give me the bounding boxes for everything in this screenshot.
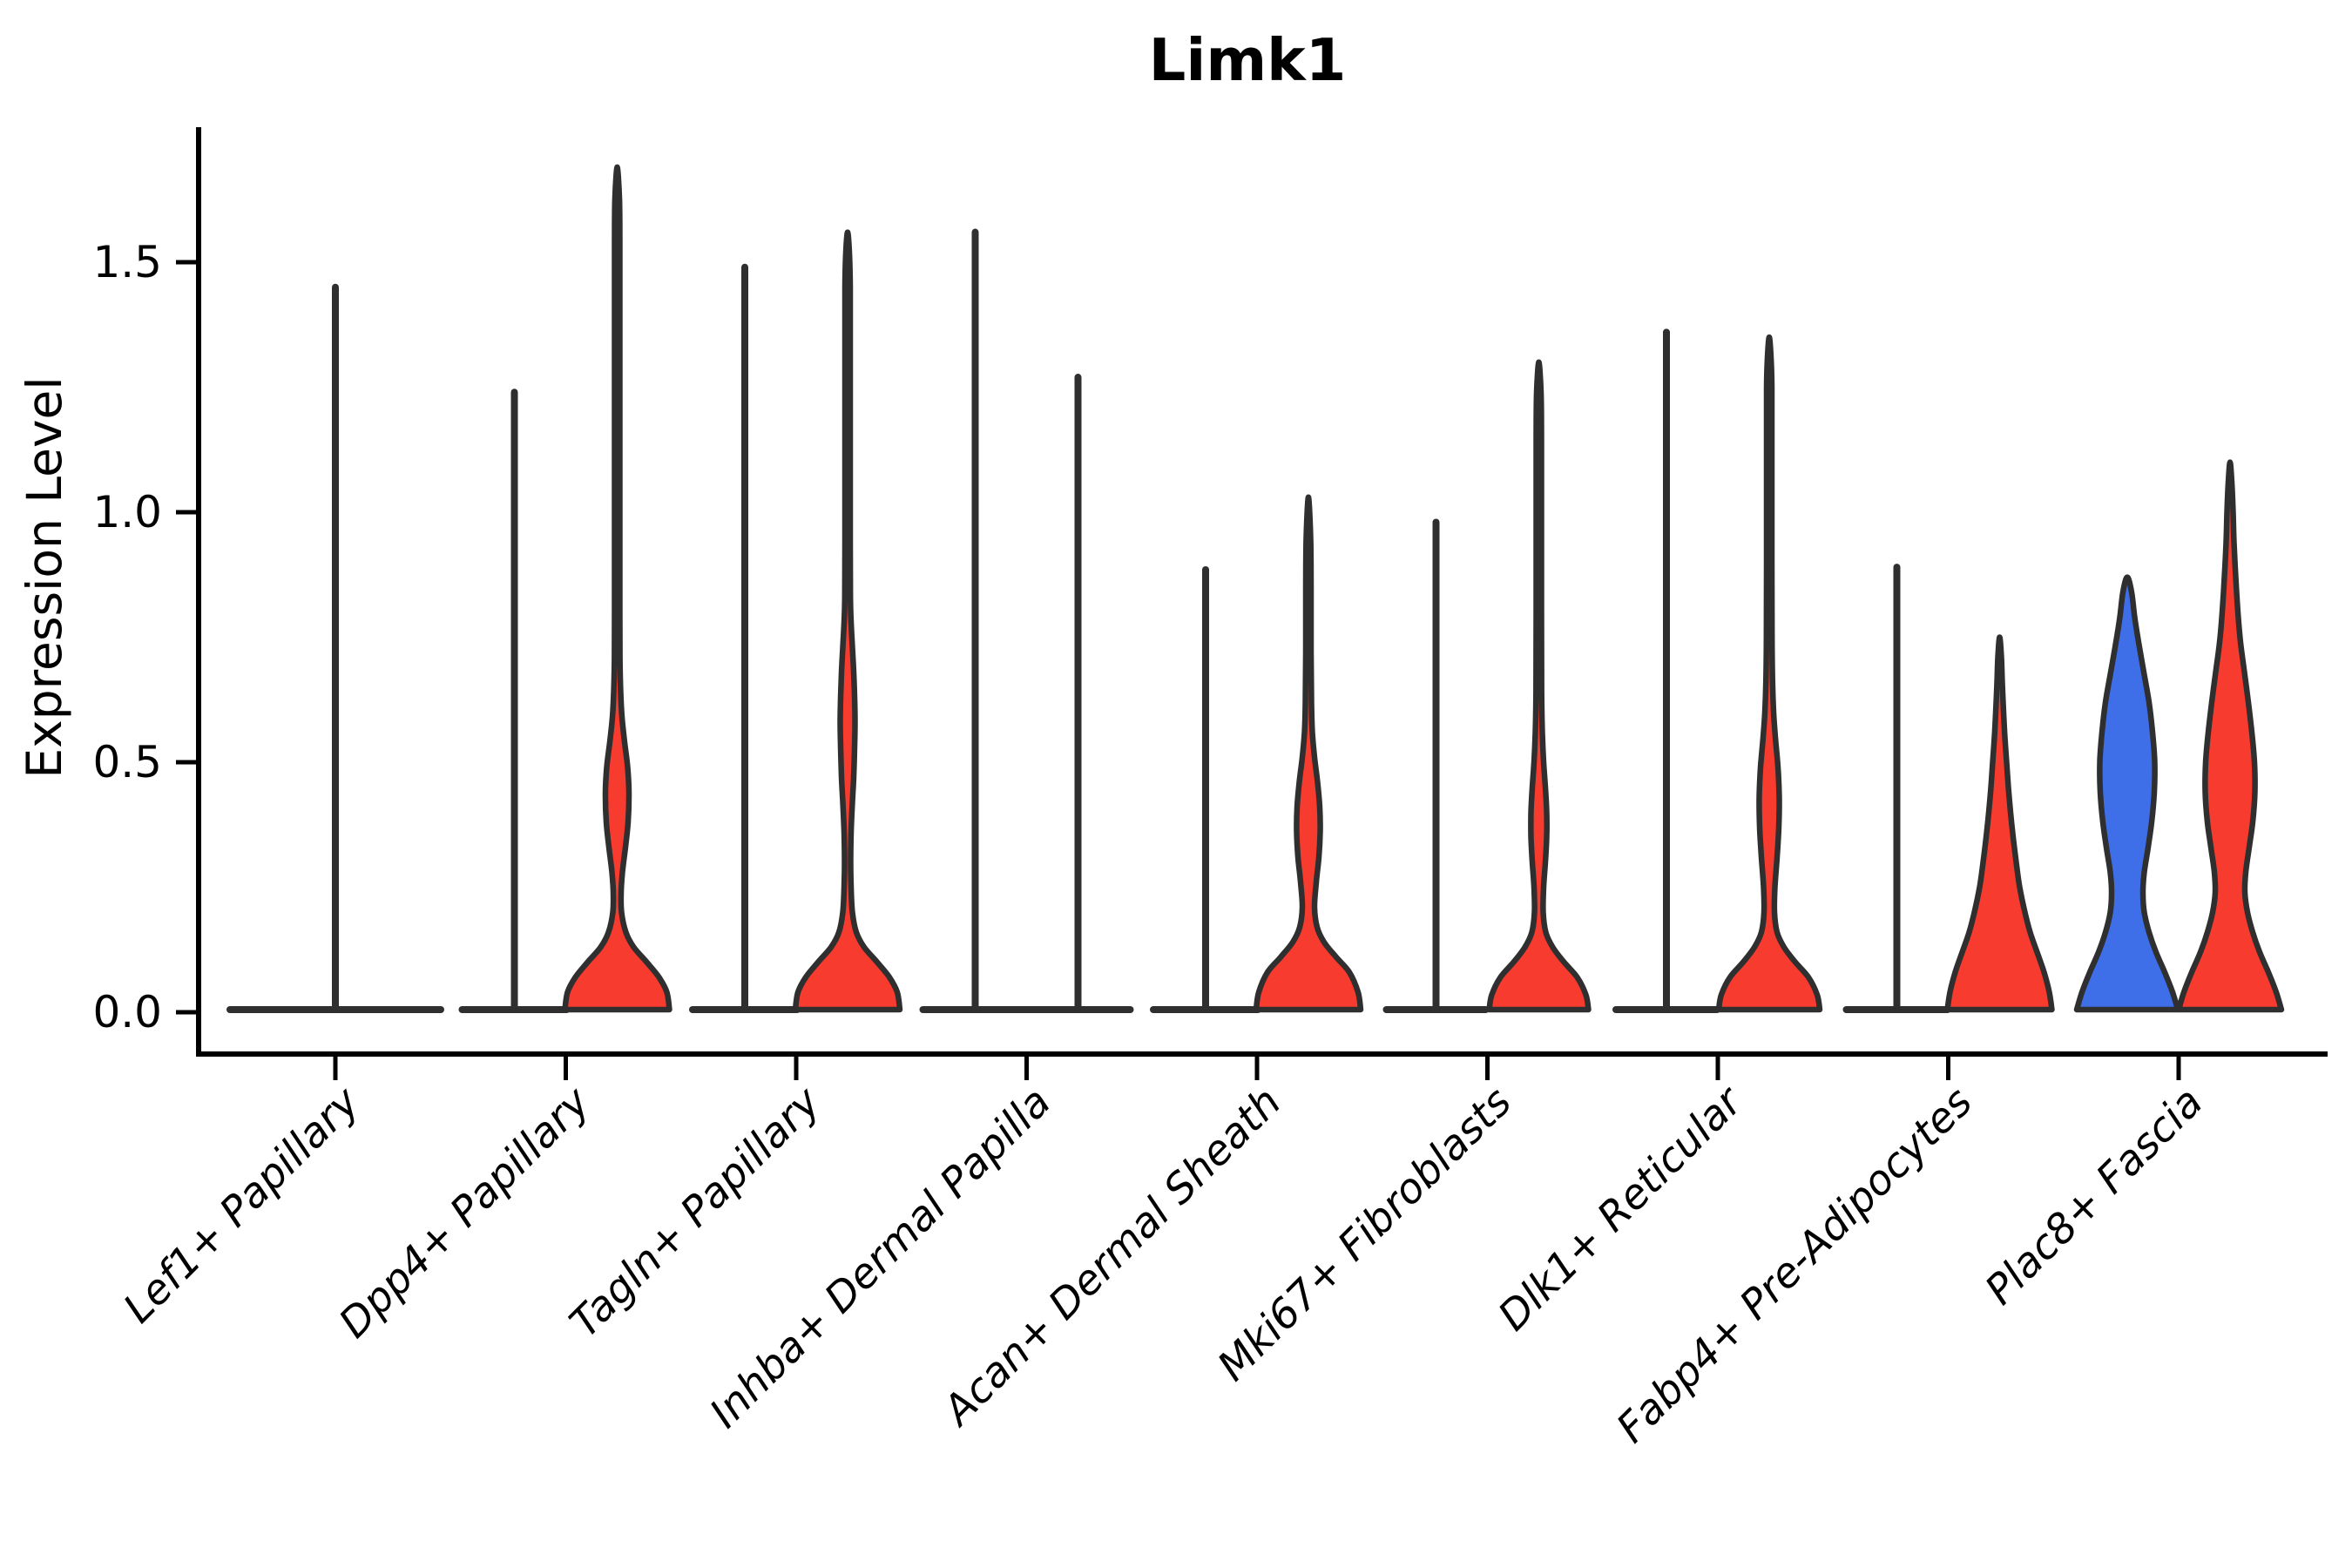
chart-title: Limk1 (1149, 26, 1347, 94)
y-tick-label: 1.5 (92, 237, 162, 287)
axis-layer: 0.0 0.5 1.0 1.5 (92, 127, 2328, 1057)
violin-inhba-dermal-papilla-right (1022, 374, 1134, 1013)
violin-inhba-dermal-papilla-left (919, 228, 1031, 1013)
violin-acan-dermal-sheath-left (1150, 566, 1261, 1013)
violin-body (792, 229, 903, 1013)
violin-body (1944, 634, 2055, 1013)
violin-mki67-fibroblasts-right (1486, 359, 1592, 1013)
y-tick-label: 1.0 (92, 487, 162, 537)
violin-body (562, 164, 672, 1013)
violin-body (1715, 334, 1823, 1013)
violin-plac8-fascia-right (2175, 459, 2285, 1013)
violin-fabp4-pre-adipocytes-left (1842, 564, 1951, 1013)
x-tick-label-tagln-papillary: Tagln+ Papillary (561, 1078, 831, 1348)
violin-plac8-fascia-left (2073, 574, 2181, 1013)
violin-mki67-fibroblasts-left (1382, 518, 1490, 1013)
x-tick-label-lef1-papillary: Lef1+ Papillary (114, 1078, 369, 1333)
violin-body (2073, 574, 2181, 1013)
y-axis-label: Expression Level (17, 376, 72, 778)
violin-tagln-papillary-right (792, 229, 903, 1013)
y-tick-label: 0.5 (92, 737, 162, 787)
violin-tagln-papillary-left (689, 263, 801, 1013)
x-tick-label-dpp4-papillary: Dpp4+ Papillary (330, 1078, 600, 1348)
x-tick-label-plac8-fascia: Plac8+ Fascia (1976, 1078, 2212, 1315)
violin-dlk1-reticular-right (1715, 334, 1823, 1013)
x-tick-label-dlk1-reticular: Dlk1+ Reticular (1490, 1077, 1754, 1341)
violin-body (1253, 494, 1364, 1013)
violin-body (2175, 459, 2285, 1013)
violin-lef1-papillary-center (226, 283, 444, 1013)
violin-layer (226, 164, 2285, 1013)
y-tick-label: 0.0 (92, 987, 162, 1037)
violin-dpp4-papillary-left (458, 389, 571, 1013)
violin-dlk1-reticular-left (1612, 328, 1720, 1013)
violin-dpp4-papillary-right (562, 164, 672, 1013)
violin-fabp4-pre-adipocytes-right (1944, 634, 2055, 1013)
violin-acan-dermal-sheath-right (1253, 494, 1364, 1013)
violin-body (1486, 359, 1592, 1013)
